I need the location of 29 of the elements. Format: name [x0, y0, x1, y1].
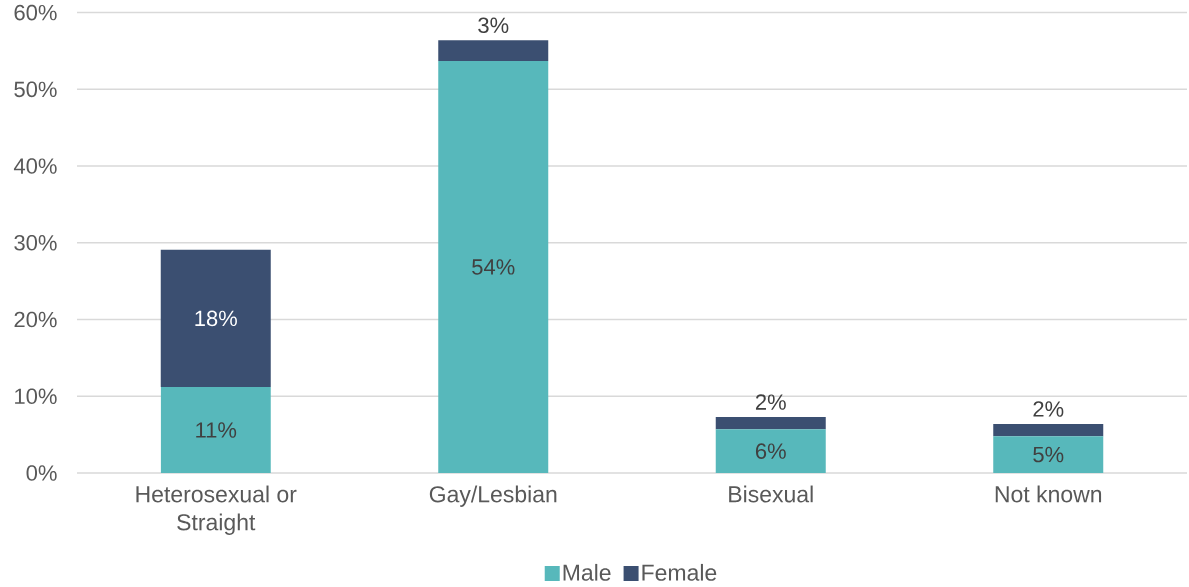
bar: [438, 60, 549, 473]
x-tick-label: Heterosexual or Straight: [136, 485, 297, 535]
x-tick-label: Gay/Lesbian: [429, 485, 557, 507]
y-tick-label: 60%: [14, 4, 57, 21]
data-label: 2%: [1033, 401, 1064, 417]
data-label: 11%: [196, 422, 237, 438]
data-label: 3%: [478, 17, 509, 34]
y-tick-label: 0%: [26, 465, 57, 481]
data-label: 6%: [755, 443, 786, 459]
data-label: 54%: [472, 259, 515, 275]
bar: [160, 249, 271, 388]
bar: [993, 436, 1104, 473]
x-tick-label: Not known: [995, 485, 1102, 503]
y-tick-label: 20%: [14, 311, 57, 328]
y-tick-label: 50%: [14, 81, 57, 98]
y-tick-label: 10%: [15, 388, 57, 405]
bar: [715, 429, 826, 473]
bar: [715, 416, 826, 430]
data-label: 2%: [755, 394, 786, 410]
bar: [160, 387, 271, 473]
data-label: 5%: [1033, 446, 1064, 463]
x-tick-label: Bisexual: [729, 485, 813, 503]
data-label: 18%: [195, 310, 237, 327]
bar: [438, 40, 549, 61]
legend-label: Male: [563, 563, 611, 581]
y-tick-label: 40%: [13, 158, 57, 174]
y-tick-label: 30%: [14, 235, 57, 251]
bar: [993, 423, 1104, 437]
legend-label: Female: [642, 563, 717, 581]
